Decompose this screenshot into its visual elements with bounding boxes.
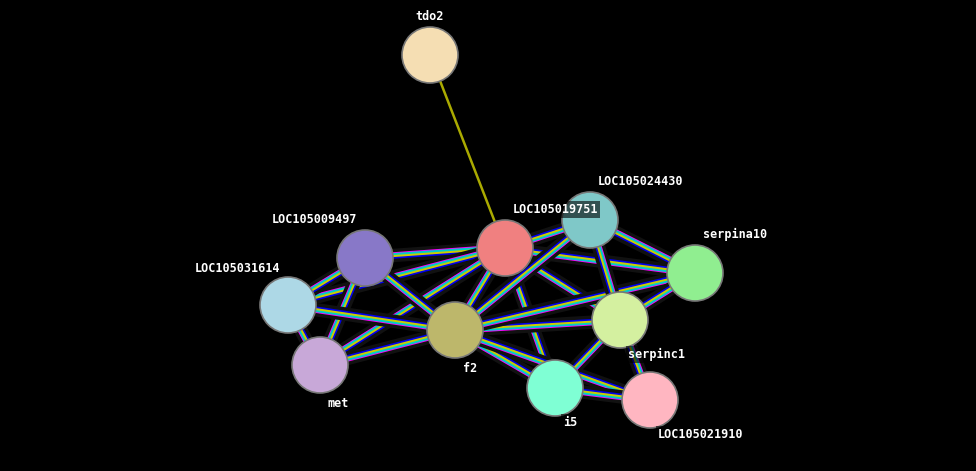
- Text: tdo2: tdo2: [416, 10, 444, 23]
- Circle shape: [402, 27, 458, 83]
- Circle shape: [477, 220, 533, 276]
- Text: serpina10: serpina10: [703, 228, 767, 241]
- Circle shape: [562, 192, 618, 248]
- Circle shape: [592, 292, 648, 348]
- Text: i5: i5: [563, 416, 577, 429]
- Circle shape: [622, 372, 678, 428]
- Text: serpinc1: serpinc1: [628, 348, 685, 361]
- Text: LOC105021910: LOC105021910: [658, 428, 744, 441]
- Circle shape: [260, 277, 316, 333]
- Circle shape: [427, 302, 483, 358]
- Circle shape: [667, 245, 723, 301]
- Text: LOC105009497: LOC105009497: [271, 213, 357, 226]
- Circle shape: [292, 337, 348, 393]
- Text: LOC105031614: LOC105031614: [194, 262, 280, 275]
- Circle shape: [527, 360, 583, 416]
- Text: LOC105019751: LOC105019751: [513, 203, 598, 216]
- Text: met: met: [328, 397, 349, 410]
- Circle shape: [337, 230, 393, 286]
- Text: LOC105024430: LOC105024430: [598, 175, 683, 188]
- Text: f2: f2: [463, 362, 477, 375]
